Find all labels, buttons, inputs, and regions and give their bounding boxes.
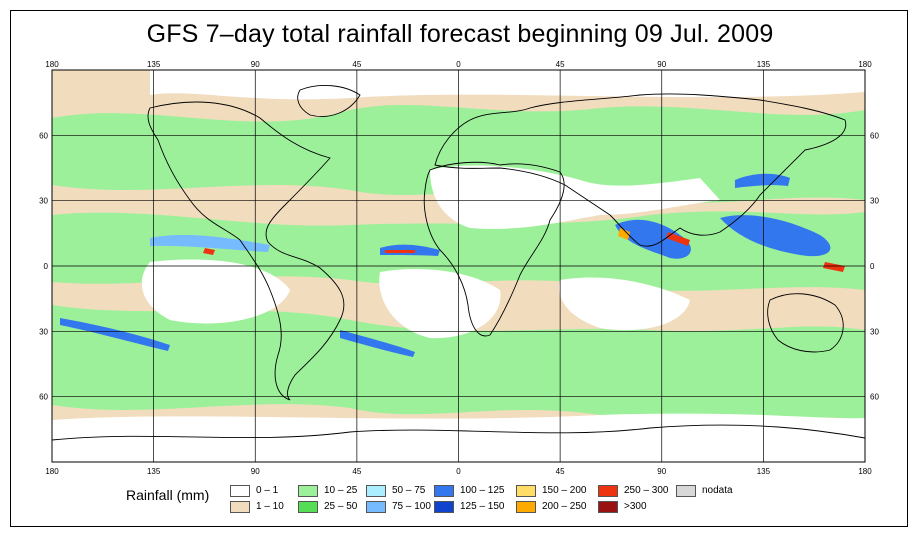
legend-item: 25 – 50 [298,500,357,513]
legend-item: nodata [676,484,733,497]
rain-monsoon-india [615,219,691,259]
tick-labels: 180 180 135 135 90 90 45 45 0 0 45 45 90 90 135 135 180 1… [39,60,879,476]
legend-text: 125 – 150 [460,501,505,512]
lat-tick-label: 60 [870,393,879,402]
lat-tick-label: 0 [44,262,49,271]
legend-text: 250 – 300 [624,485,669,496]
legend-text: 1 – 10 [256,501,284,512]
lon-tick-label: 180 [45,60,59,69]
legend-text: 100 – 125 [460,485,505,496]
rain-itcz-pacific [150,235,270,252]
lon-tick-label: 45 [352,60,361,69]
rain-japan-front [735,173,790,188]
legend-swatch [516,484,536,497]
rain-extreme-central-america [203,248,215,255]
lon-tick-label: 90 [657,467,666,476]
lat-tick-label: 60 [870,131,879,140]
dry-south-atlantic [379,269,501,339]
lon-tick-label: 90 [657,60,666,69]
lon-tick-label: 135 [147,60,161,69]
legend-item: 75 – 100 [366,500,431,513]
lon-tick-label: 90 [251,467,260,476]
figure-frame [10,10,908,527]
lon-tick-label: 45 [556,467,565,476]
legend-swatch [598,484,618,497]
legend-item: >300 [598,500,647,513]
lat-tick-label: 60 [39,393,48,402]
lon-tick-label: 135 [757,60,771,69]
legend-text: 200 – 250 [542,501,587,512]
legend-text: 75 – 100 [392,501,431,512]
legend-text: nodata [702,485,733,496]
legend-swatch [434,500,454,513]
legend-item: 10 – 25 [298,484,357,497]
legend-item: 100 – 125 [434,484,505,497]
lat-tick-label: 0 [870,262,875,271]
legend-text: 150 – 200 [542,485,587,496]
lon-tick-label: 0 [456,60,461,69]
legend-text: 0 – 1 [256,485,279,496]
legend-text: 50 – 75 [392,485,426,496]
lon-tick-label: 180 [858,60,872,69]
lat-tick-label: 30 [870,197,879,206]
legend-item: 200 – 250 [516,500,587,513]
legend-item: 250 – 300 [598,484,669,497]
lat-tick-label: 30 [870,327,879,336]
lat-tick-label: 30 [39,327,48,336]
lon-tick-label: 135 [147,467,161,476]
lon-tick-label: 45 [352,467,361,476]
dry-north-africa-asia [430,165,720,229]
legend-swatch [298,500,318,513]
dry-arctic [150,70,865,100]
legend-item: 0 – 1 [230,484,278,497]
legend-item: 1 – 10 [230,500,284,513]
lon-tick-label: 180 [45,467,59,476]
legend-swatch [434,484,454,497]
map-border [51,69,866,463]
graticule [52,70,865,462]
lon-tick-label: 45 [556,60,565,69]
lat-tick-label: 60 [39,131,48,140]
legend-label: Rainfall (mm) [126,487,210,503]
legend-text: 10 – 25 [324,485,358,496]
rain-extreme-india-west [618,228,630,240]
rain-monsoon-se-asia [720,215,831,257]
legend-item: 125 – 150 [434,500,505,513]
legend-item: 150 – 200 [516,484,587,497]
legend-swatch [366,484,386,497]
lat-tick-label: 30 [39,197,48,206]
lon-tick-label: 90 [251,60,260,69]
legend-swatch [230,484,250,497]
legend-item: 50 – 75 [366,484,425,497]
dry-south-pacific [141,259,290,324]
dry-indian-ocean [559,277,690,331]
legend-swatch [298,484,318,497]
rain-south-atlantic-front [340,330,415,357]
legend-swatch [366,500,386,513]
rain-south-pacific-front [60,318,170,351]
rain-extreme-atlantic [385,250,415,253]
lon-tick-label: 135 [757,467,771,476]
lon-tick-label: 180 [858,467,872,476]
legend-swatch [230,500,250,513]
legend-text: >300 [624,501,647,512]
legend-text: 25 – 50 [324,501,358,512]
lon-tick-label: 0 [456,467,461,476]
map-title: GFS 7–day total rainfall forecast beginn… [146,20,774,48]
legend-swatch [676,484,696,497]
legend-swatch [598,500,618,513]
rain-extreme-pacific-equator [823,262,845,272]
rain-extreme-bay-of-bengal [666,232,690,246]
legend-swatch [516,500,536,513]
